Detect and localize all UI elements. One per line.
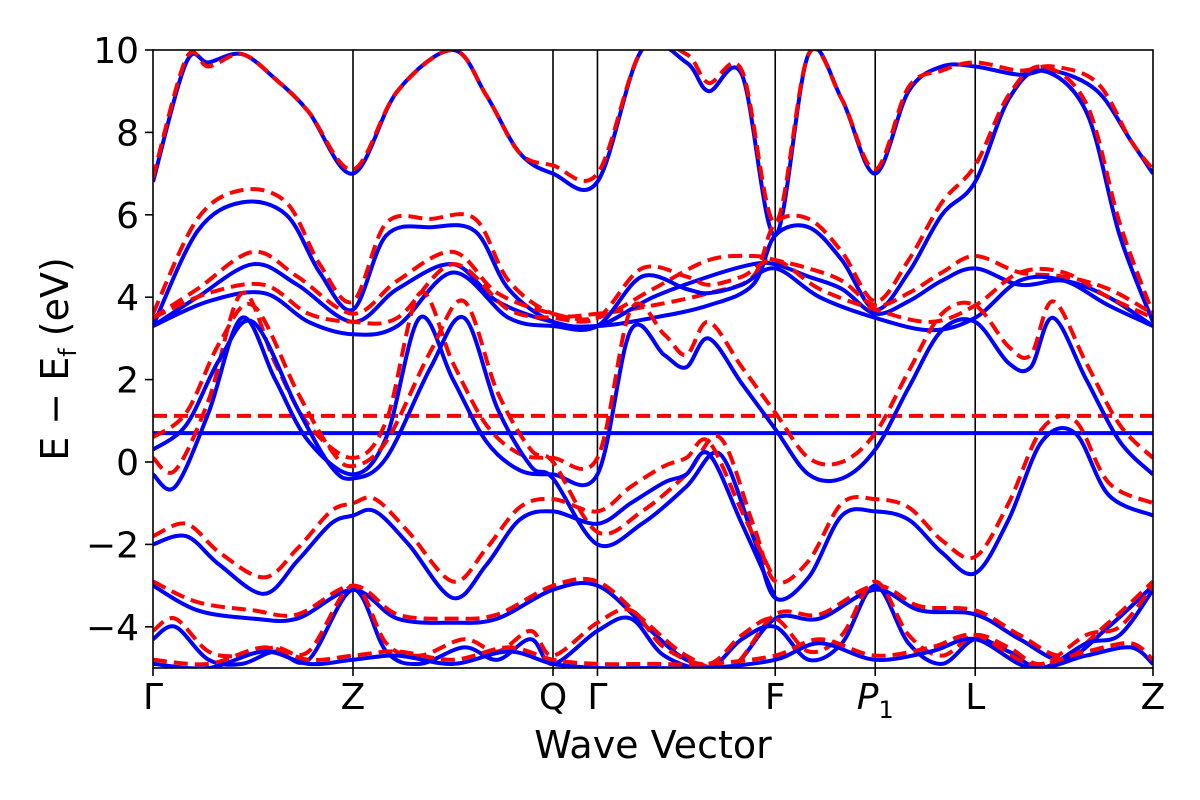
x-tick-label: P1 [857,677,894,724]
y-axis-label: E − Ef (eV) [33,257,82,461]
kpoint-vertical-lines [352,50,977,668]
y-axis-label-subscript: f [54,348,82,357]
y-tick-label: −2 [86,525,139,566]
y-axis-ticks: 10 8 6 4 2 0 −2 −4 [86,31,153,649]
band-lines [153,50,1153,668]
x-tick-label: Γ [143,677,163,718]
band-line-solid [153,314,1153,492]
x-tick-label: L [965,677,985,718]
y-tick-label: 10 [93,31,139,72]
band-line-dashed [153,632,1153,667]
band-line-dashed [153,64,1153,319]
band-line-dashed [153,579,1153,667]
band-line-solid [153,581,1153,668]
x-axis-label: Wave Vector [534,723,772,767]
y-axis-label-unit: (eV) [33,257,77,348]
band-line-dashed [153,576,1153,668]
band-line-solid [153,50,1153,238]
plot-frame [152,49,1154,669]
band-line-dashed [153,437,778,584]
x-tick-label: F [765,677,786,718]
y-tick-label: 8 [116,113,139,154]
x-tick-label: Q [539,677,567,718]
y-tick-label: 0 [116,443,139,484]
x-tick-label: Z [1141,677,1166,718]
band-line-solid [153,314,1153,602]
y-tick-label: 2 [116,361,139,402]
y-tick-label: 6 [116,196,139,237]
y-tick-label: −4 [86,608,139,649]
band-line-dashed [153,258,1153,326]
y-axis-label-main: E − E [33,357,77,461]
band-line-solid [153,450,778,601]
band-line-dashed [153,249,1153,322]
x-tick-label: Z [341,677,366,718]
x-axis-ticks: Γ Z Q Γ F P1 L Z [143,668,1165,724]
x-tick-label: Γ [587,677,607,718]
band-line-solid [153,260,1153,330]
band-line-dashed [153,290,1153,475]
band-line-solid [153,636,1153,668]
band-line-dashed [153,50,1153,226]
y-tick-label: 4 [116,278,139,319]
band-line-dashed [153,298,1153,585]
band-line-solid [153,68,1153,329]
